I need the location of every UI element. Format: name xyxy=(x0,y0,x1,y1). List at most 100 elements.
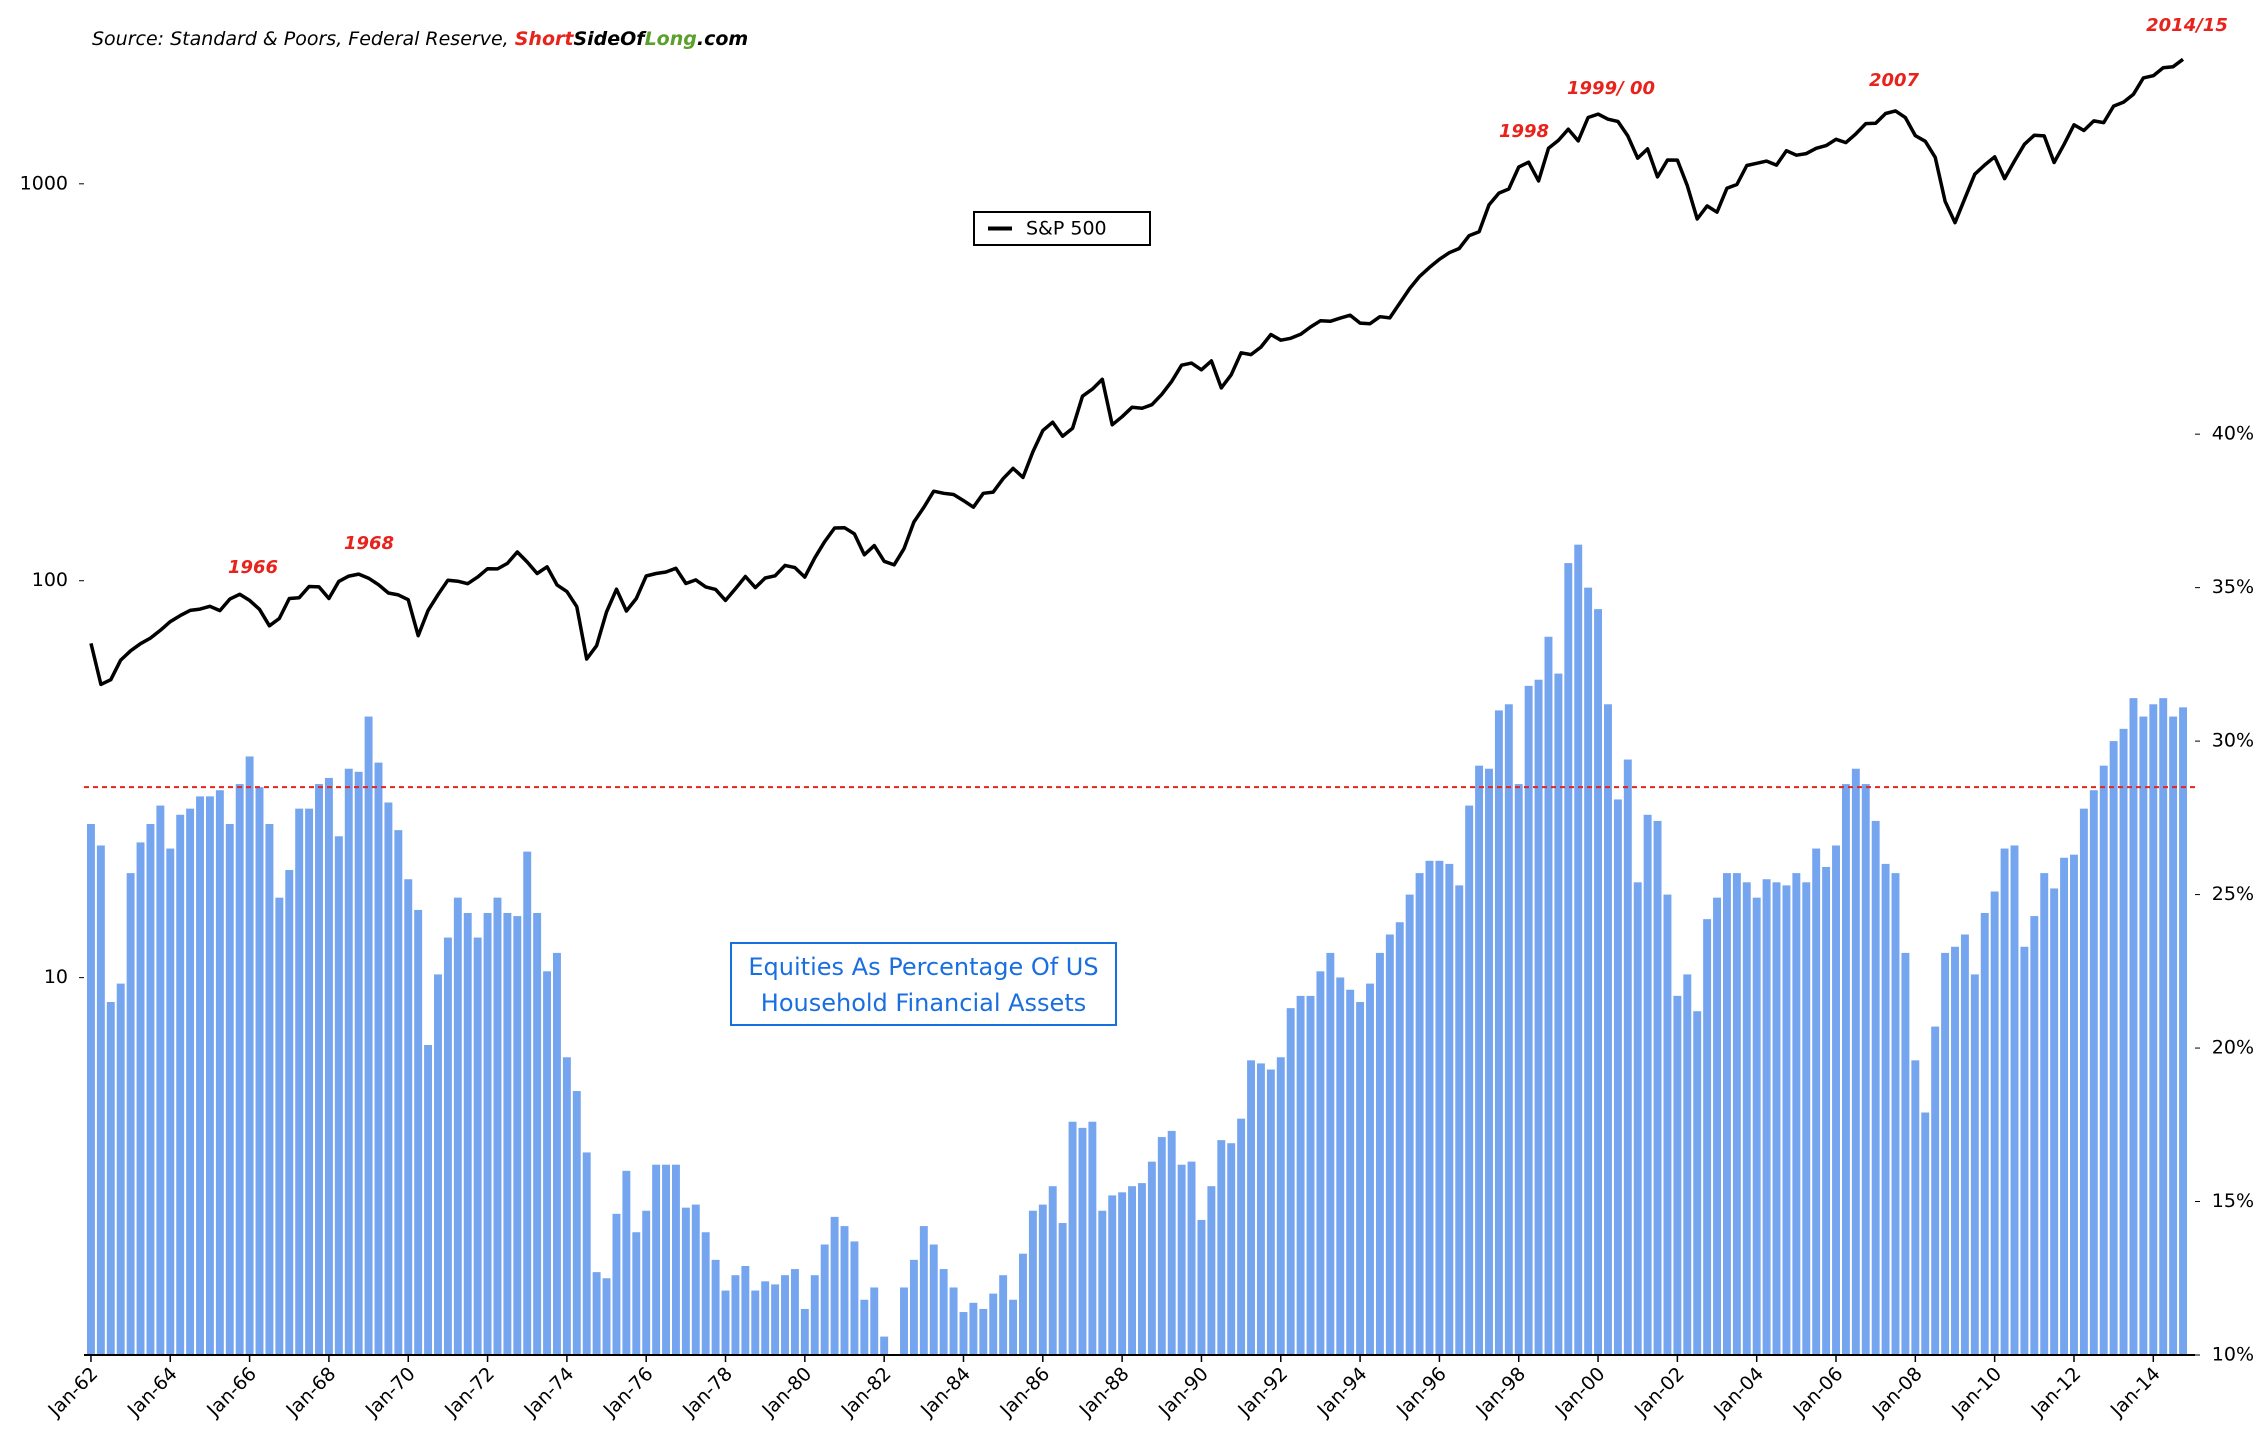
bar xyxy=(919,1226,928,1355)
bar xyxy=(1276,1057,1285,1355)
bar xyxy=(374,762,383,1355)
bar xyxy=(116,983,125,1355)
bar xyxy=(1504,704,1513,1355)
bar xyxy=(1356,1002,1365,1355)
bar xyxy=(255,787,264,1355)
series-caption-text: Equities As Percentage Of US Household F… xyxy=(730,942,1117,1026)
bar xyxy=(1564,563,1573,1355)
x-tick-label: Jan-90 xyxy=(1154,1363,1213,1422)
bar xyxy=(1009,1299,1018,1355)
x-tick-label: Jan-72 xyxy=(440,1363,499,1422)
x-tick-label: Jan-68 xyxy=(281,1363,340,1422)
bar xyxy=(1147,1161,1156,1355)
bar xyxy=(1970,974,1979,1355)
bar xyxy=(1832,845,1840,1355)
bar xyxy=(1078,1127,1087,1355)
x-tick-label: Jan-94 xyxy=(1313,1363,1372,1422)
x-tick-label: Jan-92 xyxy=(1233,1363,1292,1422)
bar xyxy=(1980,913,1989,1355)
x-tick-label: Jan-70 xyxy=(361,1363,420,1422)
sp500-line xyxy=(89,57,2185,687)
bar xyxy=(2000,848,2009,1355)
bar xyxy=(1921,1112,1930,1355)
bar xyxy=(1812,848,1821,1355)
bar xyxy=(205,796,214,1355)
bar xyxy=(2129,698,2138,1355)
bar xyxy=(1187,1161,1196,1355)
x-tick-label: Jan-84 xyxy=(916,1363,975,1422)
bar xyxy=(1019,1253,1027,1355)
bar xyxy=(751,1290,760,1355)
bar xyxy=(146,823,155,1355)
bar xyxy=(909,1259,918,1355)
bar xyxy=(1385,934,1394,1355)
bar xyxy=(1108,1195,1117,1355)
bar xyxy=(1465,805,1474,1355)
bar xyxy=(176,814,185,1355)
bar xyxy=(2020,946,2029,1355)
x-tick-label: Jan-10 xyxy=(1947,1363,2006,1422)
bar xyxy=(1157,1137,1166,1355)
bar xyxy=(1485,768,1493,1355)
bar xyxy=(305,808,314,1355)
bar xyxy=(1058,1223,1067,1355)
bar xyxy=(810,1275,819,1355)
bar xyxy=(939,1269,948,1355)
bar xyxy=(860,1299,869,1355)
bar xyxy=(196,796,204,1355)
bar xyxy=(1752,897,1761,1355)
x-tick-label: Jan-04 xyxy=(1709,1363,1768,1422)
bar xyxy=(1802,882,1811,1355)
bar xyxy=(1613,799,1622,1355)
bar xyxy=(1336,977,1345,1355)
annotation: 2007 xyxy=(1869,70,1920,91)
bar xyxy=(771,1284,780,1355)
bar xyxy=(384,802,393,1355)
bar xyxy=(414,909,423,1355)
bar xyxy=(1316,971,1325,1355)
bar xyxy=(1445,863,1454,1355)
bar xyxy=(2040,873,2049,1355)
bar xyxy=(1693,1011,1702,1355)
bar xyxy=(1931,1026,1940,1355)
bar xyxy=(572,1091,581,1355)
bar xyxy=(1227,1143,1236,1355)
bar xyxy=(483,913,492,1355)
bar xyxy=(1643,814,1652,1355)
bar xyxy=(1167,1130,1176,1355)
x-tick-label: Jan-80 xyxy=(757,1363,816,1422)
bar xyxy=(324,777,333,1355)
bar xyxy=(1584,587,1593,1355)
bar xyxy=(166,848,175,1355)
bar xyxy=(443,937,452,1355)
bar xyxy=(1128,1186,1137,1355)
bar xyxy=(1514,784,1523,1355)
bar xyxy=(929,1244,938,1355)
bar xyxy=(681,1207,690,1355)
bar xyxy=(1405,894,1414,1355)
source-side-of: SideOf xyxy=(573,28,647,50)
bar xyxy=(245,756,254,1355)
bar xyxy=(662,1164,670,1355)
bar xyxy=(711,1259,720,1355)
bar xyxy=(1861,784,1870,1355)
x-tick-label: Jan-02 xyxy=(1630,1363,1689,1422)
bar xyxy=(503,913,512,1355)
bar xyxy=(1296,995,1305,1355)
bar xyxy=(2070,854,2078,1355)
bar xyxy=(156,805,165,1355)
bar xyxy=(1256,1063,1265,1355)
bar xyxy=(2099,765,2108,1355)
bar xyxy=(2089,790,2098,1355)
bar xyxy=(493,897,502,1355)
x-tick-label: Jan-88 xyxy=(1075,1363,1134,1422)
bar xyxy=(691,1204,700,1355)
x-tick-label: Jan-74 xyxy=(519,1363,578,1422)
bar xyxy=(870,1287,879,1355)
x-tick-label: Jan-08 xyxy=(1868,1363,1927,1422)
bar xyxy=(354,771,363,1355)
bar xyxy=(1028,1210,1037,1355)
source-com: .com xyxy=(697,28,748,50)
bar xyxy=(1663,894,1672,1355)
bar xyxy=(820,1244,829,1355)
